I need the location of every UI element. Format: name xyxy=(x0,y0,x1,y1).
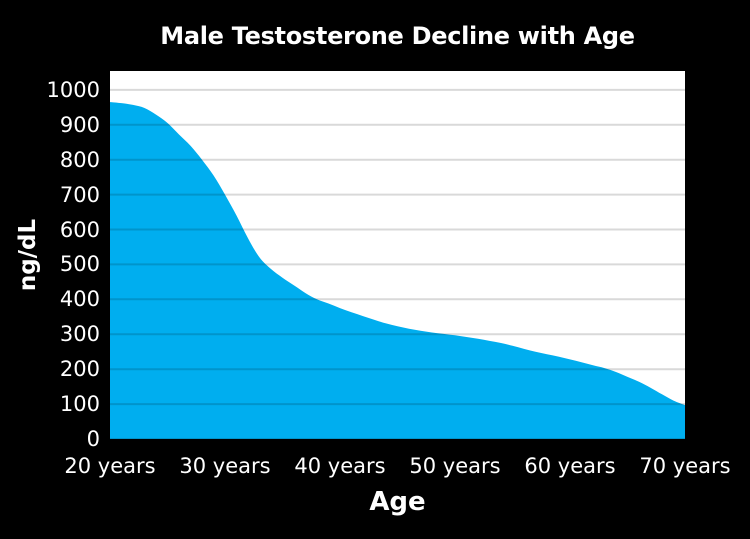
gridlines xyxy=(110,88,685,439)
y-tick-label-1000: 1000 xyxy=(46,77,100,102)
chart-title: Male Testosterone Decline with Age xyxy=(160,22,635,50)
y-tick-label-700: 700 xyxy=(59,182,100,207)
y-tick-label-500: 500 xyxy=(59,252,100,277)
y-axis-tick-labels: 0 100 200 300 400 500 600 700 800 900 1000 xyxy=(0,71,100,451)
x-axis-tick-labels: 20 years 30 years 40 years 50 years 60 years… xyxy=(64,454,730,478)
y-tick-label-0: 0 xyxy=(86,427,100,451)
y-tick-label-100: 100 xyxy=(59,392,100,417)
x-axis-title: Age xyxy=(369,487,426,517)
plot-area xyxy=(110,71,685,439)
y-tick-label-800: 800 xyxy=(59,147,100,172)
x-tick-label-40: 40 years xyxy=(294,454,386,478)
y-tick-label-200: 200 xyxy=(59,357,100,382)
y-tick-label-400: 400 xyxy=(59,287,100,312)
testosterone-area-series xyxy=(110,102,685,439)
y-tick-label-600: 600 xyxy=(59,217,100,242)
x-tick-label-30: 30 years xyxy=(179,454,271,478)
y-tick-label-300: 300 xyxy=(59,322,100,347)
x-tick-label-20: 20 years xyxy=(64,454,156,478)
x-tick-label-70: 70 years xyxy=(639,454,731,478)
x-tick-label-60: 60 years xyxy=(524,454,616,478)
y-tick-label-900: 900 xyxy=(59,112,100,137)
area-chart-svg xyxy=(110,88,685,439)
x-tick-label-50: 50 years xyxy=(409,454,501,478)
